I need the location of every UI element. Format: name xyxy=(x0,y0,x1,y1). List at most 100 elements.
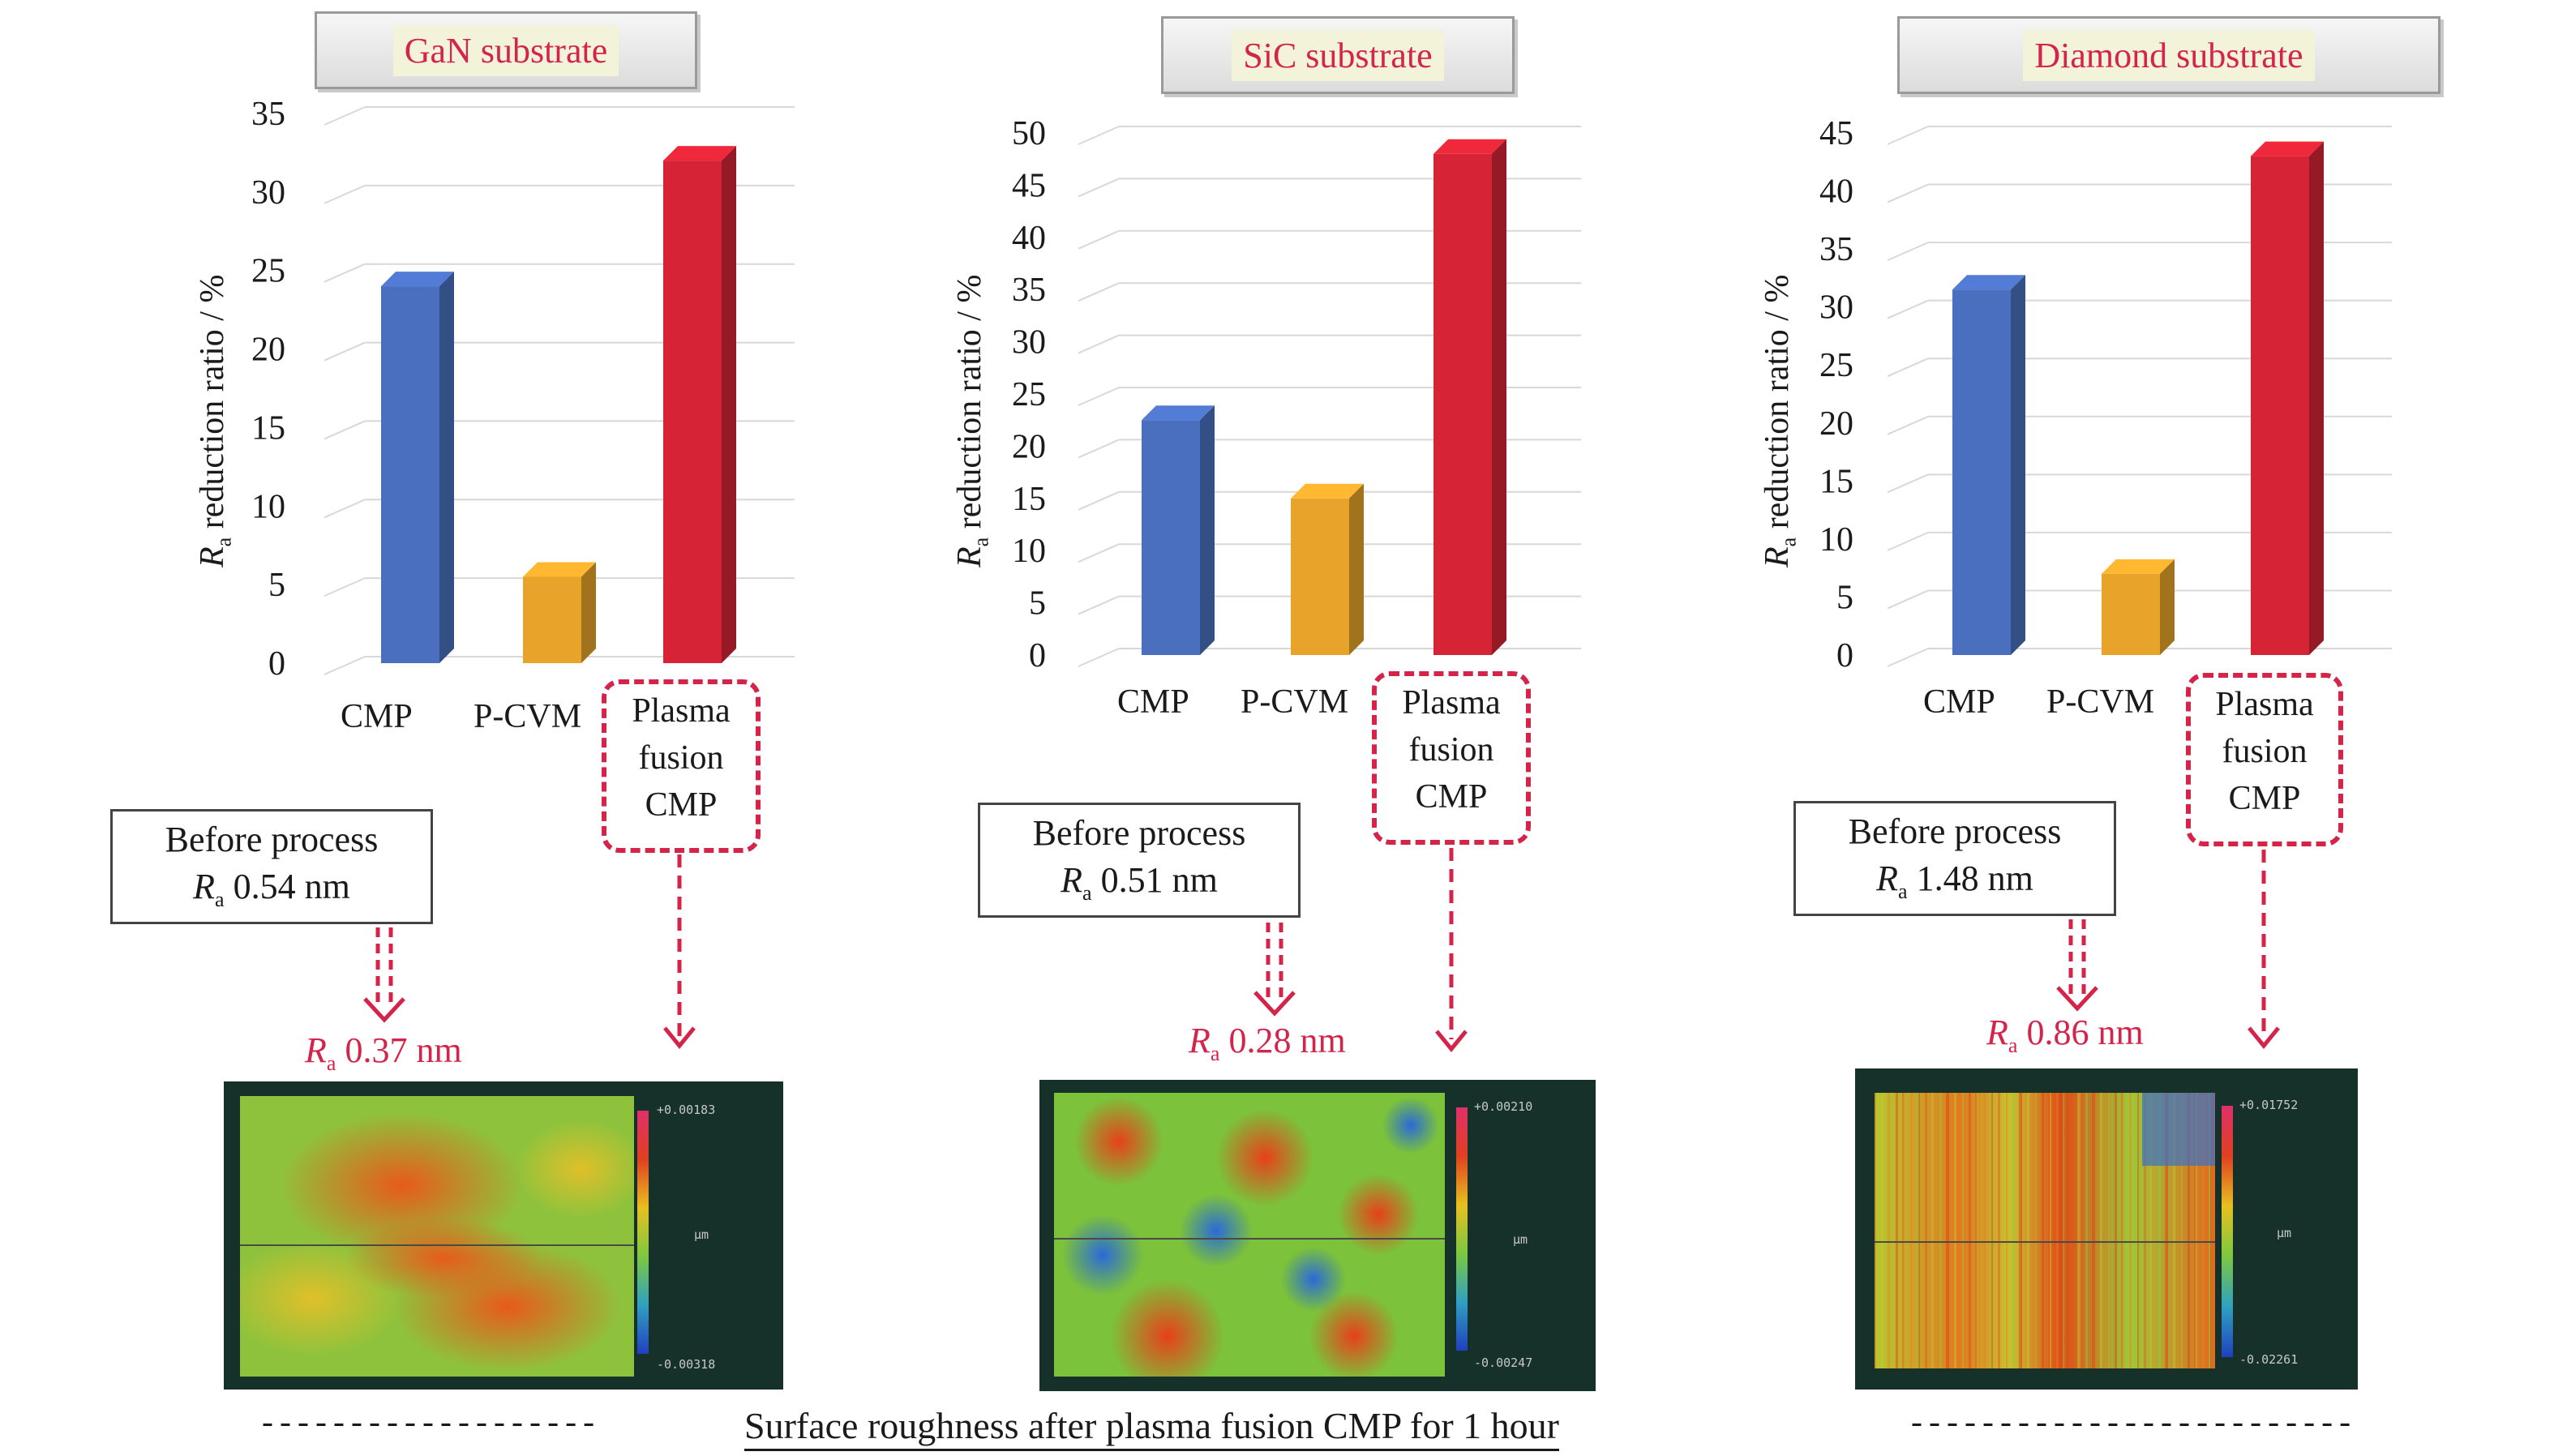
stripe xyxy=(2042,1093,2044,1368)
y-tick-label: 5 xyxy=(1029,585,1046,623)
category-label-plasma-highlight: Plasma fusion CMP xyxy=(602,679,761,853)
stripe xyxy=(2202,1093,2205,1368)
gridline-diagonal xyxy=(1078,648,1120,667)
after-ra-value-diamond: Ra 0.86 nm xyxy=(1986,1013,2144,1057)
stripe xyxy=(1977,1093,1978,1368)
figure-caption: Surface roughness after plasma fusion CM… xyxy=(744,1404,1559,1451)
bar-p-cvm xyxy=(523,576,581,663)
category-label-pcvm: P-CVM xyxy=(1241,683,1349,721)
stripe xyxy=(2012,1093,2015,1368)
map-scale-bottom: -0.02261 xyxy=(2239,1352,2299,1367)
y-tick-label: 5 xyxy=(1836,579,1853,616)
bar-top-face xyxy=(2102,559,2175,574)
stripe xyxy=(2020,1093,2022,1368)
plasma-label-line2: fusion xyxy=(638,739,724,777)
stripe xyxy=(1889,1093,1891,1368)
y-tick-label: 35 xyxy=(1819,231,1853,268)
gridline-diagonal xyxy=(1887,473,1929,494)
stripe xyxy=(2019,1093,2022,1368)
before-process-value: Ra 1.48 nm xyxy=(1876,859,2033,903)
double-arrow-head xyxy=(2056,986,2098,1012)
category-label-plasma-highlight: Plasma fusion CMP xyxy=(1372,671,1531,845)
stripe xyxy=(1975,1093,1978,1368)
map-scale-top: +0.01752 xyxy=(2239,1098,2299,1112)
before-process-value: Ra 0.51 nm xyxy=(1061,860,1218,905)
stripe xyxy=(2144,1093,2146,1368)
stripe xyxy=(2063,1093,2066,1368)
gridline-diagonal xyxy=(1078,387,1120,406)
stripe xyxy=(1888,1093,1891,1368)
gridline-diagonal xyxy=(324,499,366,519)
y-tick-label: 20 xyxy=(251,332,285,369)
stripe xyxy=(2006,1093,2008,1368)
surface-map-image xyxy=(1054,1093,1445,1377)
stripe xyxy=(1904,1093,1905,1368)
stripe xyxy=(1881,1093,1883,1368)
y-tick-label: 20 xyxy=(1819,405,1853,443)
y-tick-label: 15 xyxy=(1012,481,1046,518)
single-arrow-head xyxy=(1435,1030,1468,1052)
bar-side-face xyxy=(581,562,596,663)
bar-p-cvm xyxy=(2102,573,2160,655)
stripe xyxy=(2079,1093,2080,1368)
stripe xyxy=(2179,1093,2183,1368)
gridline-diagonal xyxy=(324,656,366,675)
gridline-diagonal xyxy=(1078,178,1120,198)
y-tick-label: 30 xyxy=(1819,289,1853,327)
stripe xyxy=(1946,1093,1949,1368)
y-tick-label: 25 xyxy=(1819,347,1853,384)
category-label-plasma-highlight: Plasma fusion CMP xyxy=(2186,673,2343,846)
bar-side-face xyxy=(1492,139,1506,655)
before-process-box-sic: Before process Ra 0.51 nm xyxy=(978,803,1301,918)
bar-cmp xyxy=(381,286,439,663)
gridline-diagonal xyxy=(324,577,366,597)
stripe xyxy=(1939,1093,1942,1368)
bar-side-face xyxy=(1200,405,1215,655)
stripe xyxy=(2085,1093,2088,1368)
gridline-diagonal xyxy=(1078,334,1120,354)
stripe xyxy=(2210,1093,2212,1368)
surface-map-diamond: +0.01752 μm -0.02261 xyxy=(1855,1068,2358,1390)
gridline-diagonal xyxy=(1078,490,1120,511)
y-tick-label: 0 xyxy=(1029,637,1046,674)
plasma-label-line1: Plasma xyxy=(632,692,731,730)
y-tick-label: 30 xyxy=(1012,324,1046,362)
dashed-rule-right: ------------------------- xyxy=(1907,1407,2355,1444)
bar-top-face xyxy=(1433,139,1506,154)
y-tick-label: 10 xyxy=(1819,521,1853,559)
y-tick-label: 40 xyxy=(1819,173,1853,211)
bar-side-face xyxy=(1349,483,1364,655)
surface-map-gan: +0.00183 μm -0.00318 xyxy=(224,1081,783,1390)
bar-cmp xyxy=(1952,289,2011,655)
stripe xyxy=(1931,1093,1935,1368)
y-tick-label: 20 xyxy=(1012,428,1046,465)
stripe xyxy=(2121,1093,2124,1368)
panel-diamond: Diamond substrate xyxy=(0,0,2440,1456)
gridline-diagonal xyxy=(324,420,366,440)
category-label-cmp: CMP xyxy=(1923,683,1995,721)
before-process-label: Before process xyxy=(1032,813,1246,853)
gridline-diagonal xyxy=(1887,242,1929,262)
after-ra-value-gan: Ra 0.37 nm xyxy=(305,1030,462,1075)
map-scale-top: +0.00210 xyxy=(1474,1099,1533,1114)
bar-plasma-fusion-cmp xyxy=(2251,156,2309,656)
single-arrow-head xyxy=(2248,1026,2280,1049)
stripe xyxy=(2100,1093,2102,1368)
stripe xyxy=(1998,1093,2000,1368)
y-tick-label: 35 xyxy=(251,96,285,133)
bar-top-face xyxy=(1291,483,1364,499)
gridline-diagonal xyxy=(324,263,366,283)
gridline-diagonal xyxy=(324,341,366,362)
gridline-diagonal xyxy=(1078,229,1120,250)
gridline-diagonal xyxy=(1887,648,1929,667)
bar-plasma-fusion-cmp xyxy=(1433,153,1492,655)
stripe-texture xyxy=(1875,1093,2212,1368)
surface-map-sic: +0.00210 μm -0.00247 xyxy=(1039,1080,1596,1391)
stripe xyxy=(1983,1093,1986,1368)
before-process-box-gan: Before process Ra 0.54 nm xyxy=(110,809,433,924)
y-tick-label: 0 xyxy=(1836,637,1853,674)
gridline-diagonal xyxy=(1887,299,1929,319)
plasma-label-line1: Plasma xyxy=(1402,684,1501,722)
stripe xyxy=(2064,1093,2066,1368)
